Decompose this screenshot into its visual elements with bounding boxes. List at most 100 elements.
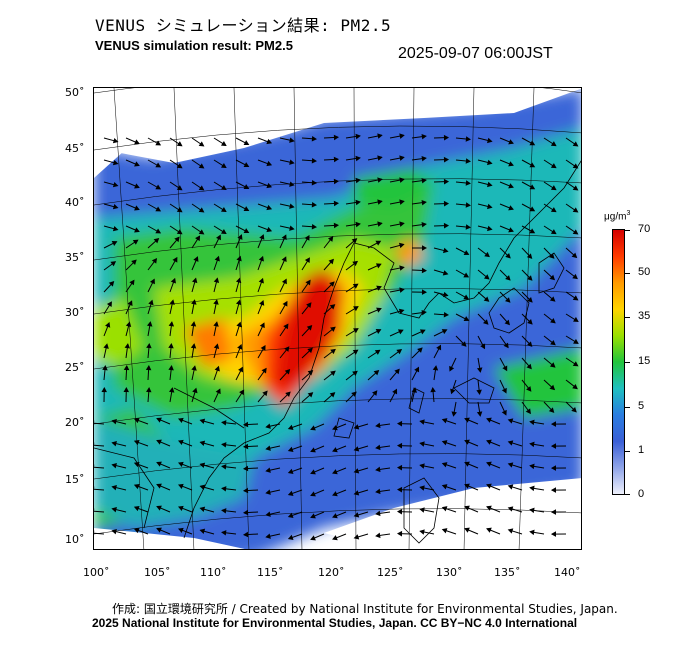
wind-arrowhead <box>529 228 536 234</box>
wind-arrowhead <box>508 205 514 211</box>
wind-arrowhead <box>550 487 557 493</box>
wind-arrowhead <box>464 417 470 423</box>
wind-arrowhead <box>123 364 130 371</box>
wind-arrowhead <box>355 133 361 140</box>
wind-arrowhead <box>465 136 471 142</box>
wind-arrowhead <box>170 277 176 284</box>
wind-arrowhead <box>486 439 492 445</box>
wind-arrowhead <box>529 529 535 536</box>
wind-arrowhead <box>176 141 183 147</box>
wind-arrowhead <box>243 184 250 190</box>
wind-arrowhead <box>311 179 318 186</box>
wind-arrowhead <box>289 203 295 209</box>
wind-arrowhead <box>177 527 184 533</box>
pm25-map <box>93 87 582 550</box>
wind-arrowhead <box>281 278 287 285</box>
wind-arrowhead <box>480 343 486 350</box>
wind-arrowhead <box>265 445 271 451</box>
wind-arrowhead <box>236 255 242 262</box>
wind-arrowhead <box>375 422 381 429</box>
wind-arrowhead <box>525 408 531 415</box>
wind-arrowhead <box>199 506 206 512</box>
lon-label-115: 115˚ <box>257 566 284 579</box>
wind-arrowhead <box>199 418 206 424</box>
wind-arrowhead <box>463 316 470 322</box>
wind-arrowhead <box>176 163 183 169</box>
wind-arrowhead <box>214 365 220 372</box>
wind-arrowhead <box>289 137 295 143</box>
wind-arrowhead <box>213 299 219 305</box>
wind-arrowhead <box>307 370 314 376</box>
wind-arrowhead <box>377 221 383 227</box>
wind-arrowhead <box>129 279 135 286</box>
wind-arrowhead <box>198 163 205 169</box>
wind-arrowhead <box>550 443 557 449</box>
wind-arrowhead <box>398 242 405 249</box>
wind-arrowhead <box>221 508 227 514</box>
wind-arrowhead <box>572 229 579 235</box>
wind-arrowhead <box>221 486 227 492</box>
wind-arrowhead <box>572 185 579 191</box>
lat-label-20: 20˚ <box>65 416 85 429</box>
wind-arrowhead <box>487 203 493 210</box>
wind-arrowhead <box>441 329 448 335</box>
wind-arrowhead <box>486 417 492 423</box>
wind-arrowhead <box>327 236 334 242</box>
wind-arrowhead <box>111 484 117 491</box>
wind-arrowhead <box>441 506 448 512</box>
wind-arrowhead <box>377 199 383 205</box>
wind-arrowhead <box>549 362 556 368</box>
wind-arrowhead <box>282 300 288 307</box>
wind-arrowhead <box>195 235 201 242</box>
wind-arrowhead <box>505 252 511 259</box>
wind-arrowhead <box>333 200 340 207</box>
wind-arrowhead <box>571 252 578 259</box>
wind-arrowhead <box>487 225 493 232</box>
wind-arrowhead <box>190 343 197 349</box>
wind-arrowhead <box>399 177 405 183</box>
datetime-label: 2025-09-07 06:00JST <box>398 45 553 62</box>
wind-arrowhead <box>266 182 273 189</box>
wind-arrowhead <box>417 347 423 353</box>
wind-arrowhead <box>332 513 338 519</box>
wind-arrowhead <box>330 326 336 332</box>
wind-arrowhead <box>443 222 450 229</box>
wind-arrowhead <box>529 184 536 190</box>
wind-arrowhead <box>529 507 535 514</box>
wind-arrowhead <box>310 469 316 475</box>
wind-arrowhead <box>242 443 249 450</box>
wind-arrowhead <box>220 163 227 169</box>
wind-arrowhead <box>507 440 514 446</box>
wind-arrowhead <box>441 440 448 446</box>
wind-arrowhead <box>311 223 318 230</box>
wind-arrowhead <box>351 391 357 397</box>
wind-arrowhead <box>508 161 514 167</box>
wind-arrowhead <box>465 180 471 186</box>
wind-arrowhead <box>310 491 316 497</box>
wind-arrowhead <box>502 365 508 372</box>
wind-arrowhead <box>177 483 184 489</box>
wind-arrowhead <box>198 141 205 147</box>
wind-arrow <box>94 532 105 535</box>
wind-arrowhead <box>177 461 184 467</box>
wind-arrowhead <box>289 159 295 165</box>
wind-arrowhead <box>221 420 227 426</box>
wind-arrowhead <box>355 177 361 184</box>
wind-arrowhead <box>258 255 264 262</box>
lon-label-125: 125˚ <box>377 566 404 579</box>
wind-arrowhead <box>287 512 294 518</box>
wind-arrowhead <box>421 221 427 228</box>
wind-arrowhead <box>235 277 242 284</box>
wind-arrowhead <box>507 462 514 468</box>
wind-arrow <box>94 422 105 425</box>
wind-arrowhead <box>265 423 271 429</box>
wind-arrowhead <box>287 424 294 430</box>
wind-arrowhead <box>373 369 380 376</box>
wind-arrowhead <box>461 341 467 347</box>
wind-arrowhead <box>242 421 249 428</box>
wind-arrowhead <box>304 257 310 263</box>
wind-arrowhead <box>476 389 482 395</box>
wind-arrowhead <box>443 200 450 207</box>
wind-arrowhead <box>101 386 107 393</box>
wind-arrowhead <box>134 205 140 211</box>
